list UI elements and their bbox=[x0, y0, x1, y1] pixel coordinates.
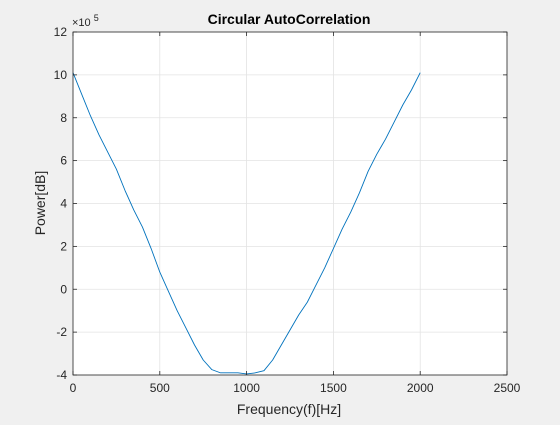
x-tick-label: 2500 bbox=[494, 381, 521, 395]
x-tick-label: 0 bbox=[70, 381, 77, 395]
x-tick-label: 1500 bbox=[320, 381, 347, 395]
y-tick-label: 8 bbox=[60, 111, 67, 125]
x-tick-label: 2000 bbox=[407, 381, 434, 395]
y-tick-label: 6 bbox=[60, 154, 67, 168]
y-tick-label: -4 bbox=[56, 368, 67, 382]
y-axis-exponent-base: ×10 bbox=[72, 17, 91, 29]
y-tick-label: 2 bbox=[60, 239, 67, 253]
x-axis-label: Frequency(f)[Hz] bbox=[237, 401, 341, 417]
x-tick-label: 500 bbox=[150, 381, 170, 395]
x-tick-label: 1000 bbox=[233, 381, 260, 395]
y-tick-label: 12 bbox=[54, 25, 68, 39]
y-axis-exponent-power: 5 bbox=[94, 13, 99, 23]
y-axis-exponent: ×10 5 bbox=[72, 13, 99, 29]
y-tick-label: 4 bbox=[60, 197, 67, 211]
y-tick-label: -2 bbox=[56, 325, 67, 339]
y-tick-label: 0 bbox=[60, 282, 67, 296]
y-axis-label: Power[dB] bbox=[32, 171, 48, 236]
ticks: 0 500 1000 1500 2000 2500 -4 -2 0 2 4 6 8 10 12 bbox=[54, 25, 521, 395]
y-tick-label: 10 bbox=[54, 68, 68, 82]
chart-title: Circular AutoCorrelation bbox=[208, 11, 371, 27]
